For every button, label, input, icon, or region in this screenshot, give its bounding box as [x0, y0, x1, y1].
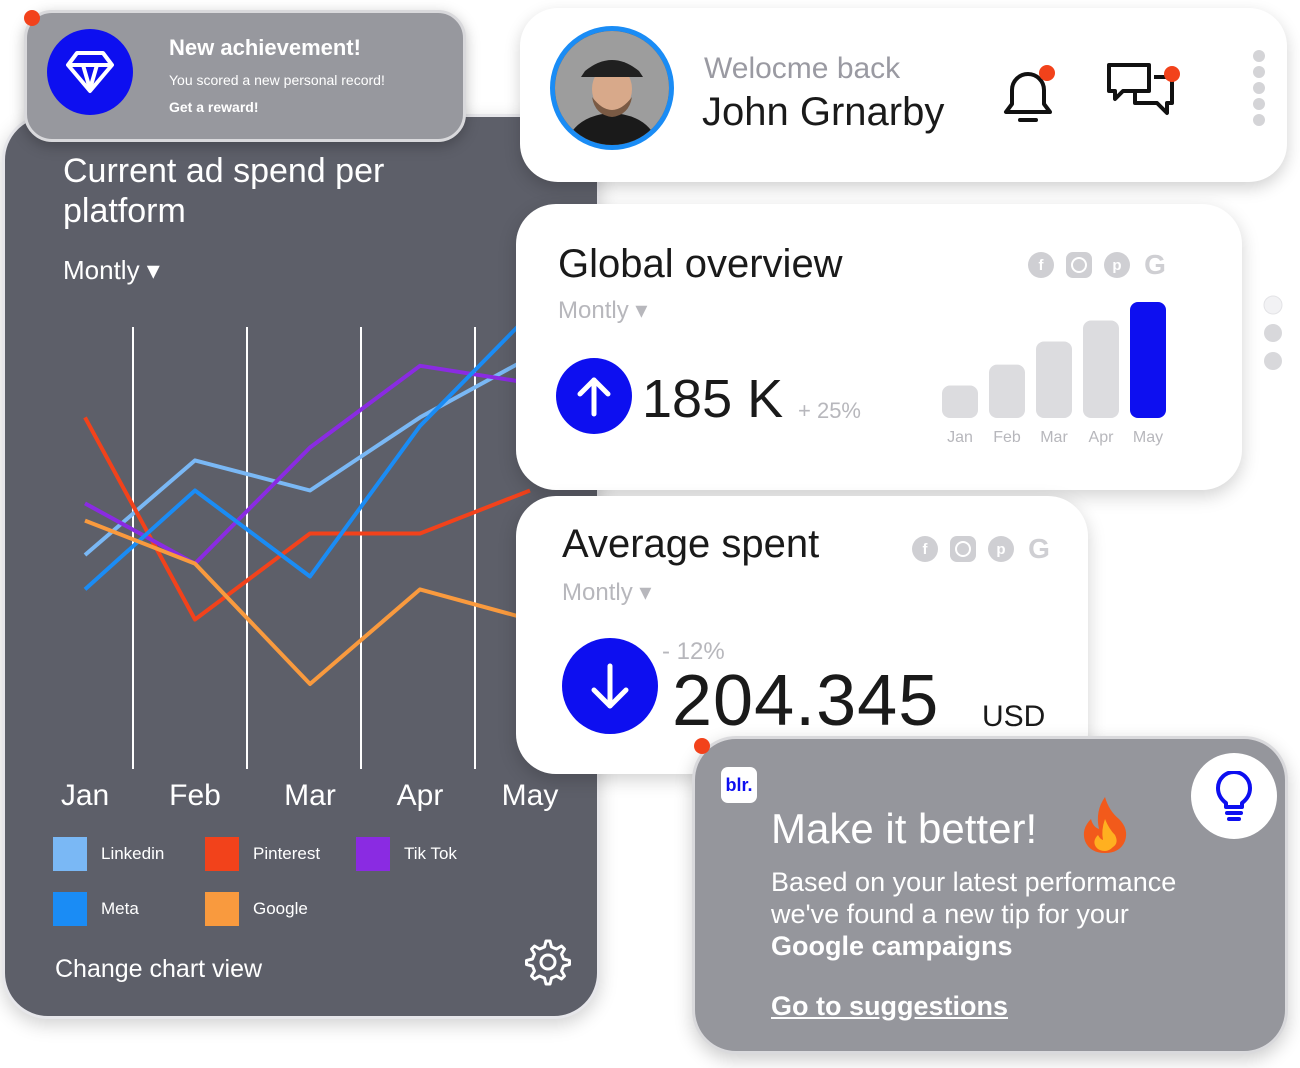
ad-spend-card: Jan Feb Mar Apr May Current ad spend per pla… [2, 114, 600, 1019]
chat-icon[interactable] [1104, 60, 1180, 130]
average-spent-title: Average spent [562, 522, 820, 566]
legend-swatch [53, 837, 87, 871]
notification-dot [694, 738, 710, 754]
bar-label: May [1133, 429, 1163, 446]
x-tick-label: Apr [397, 779, 444, 812]
pinterest-icon[interactable]: p [988, 536, 1014, 562]
bar-label: Apr [1089, 429, 1115, 446]
achievement-toast[interactable]: New achievement! You scored a new person… [24, 10, 466, 142]
user-name: John Grnarby [702, 90, 945, 134]
google-icon[interactable]: G [1028, 533, 1050, 564]
tip-highlight: Google campaigns [771, 931, 1013, 961]
platform-filter: f p G [1028, 249, 1168, 280]
bar-apr [1083, 320, 1119, 418]
legend-item-meta[interactable]: Meta [53, 892, 139, 926]
series-line-pinterest [83, 416, 531, 622]
avatar-portrait [555, 31, 669, 145]
global-period-dropdown[interactable]: Montly ▾ [558, 297, 648, 324]
x-tick-label: Jan [61, 779, 109, 812]
gear-icon[interactable] [519, 935, 573, 989]
tip-description: Based on your latest performance [771, 867, 1177, 897]
achievement-badge [47, 29, 133, 115]
legend-item-tiktok[interactable]: Tik Tok [356, 837, 457, 871]
legend-swatch [356, 837, 390, 871]
chart-title: Current ad spend per platform [63, 152, 385, 230]
average-period-dropdown[interactable]: Montly ▾ [562, 579, 652, 606]
legend-label: Meta [101, 899, 139, 918]
bar-label: Mar [1040, 429, 1068, 446]
bar-mar [1036, 341, 1072, 418]
legend-item-linkedin[interactable]: Linkedin [53, 837, 164, 871]
get-reward-link[interactable]: Get a reward! [169, 99, 259, 115]
arrow-up-icon [577, 377, 611, 417]
x-tick-label: Mar [284, 779, 336, 812]
bar-feb [989, 364, 1025, 418]
bar-label: Jan [947, 429, 973, 446]
tip-card: blr. Make it better! Based on your lates… [692, 736, 1288, 1054]
line-chart: Jan Feb Mar Apr May [61, 312, 559, 812]
google-icon[interactable]: G [1144, 249, 1166, 280]
bar-jan [942, 385, 978, 418]
welcome-text: Welocme back [704, 52, 901, 85]
average-spent-card: Average spent Montly ▾ f p G - 12% 204.3… [516, 496, 1088, 774]
trend-up-indicator [556, 358, 632, 434]
series-line-linkedin [83, 355, 531, 557]
avatar[interactable] [550, 26, 674, 150]
bar-label: Feb [993, 429, 1021, 446]
legend-label: Pinterest [253, 844, 321, 863]
global-change: + 25% [798, 398, 861, 423]
achievement-title: New achievement! [169, 35, 361, 60]
legend-item-google[interactable]: Google [205, 892, 308, 926]
x-tick-label: Feb [169, 779, 221, 812]
change-chart-view-link[interactable]: Change chart view [55, 955, 263, 983]
average-value: 204.345 [672, 661, 940, 741]
series-line-meta [83, 312, 532, 591]
series-line-tik-tok [84, 363, 531, 566]
lightbulb-button[interactable] [1191, 753, 1277, 839]
arrow-down-icon [591, 663, 629, 709]
legend-swatch [205, 837, 239, 871]
diamond-icon [66, 51, 114, 93]
legend-label: Google [253, 899, 308, 918]
fire-icon [1083, 797, 1127, 853]
facebook-icon[interactable]: f [912, 536, 938, 562]
more-options-icon[interactable] [1252, 50, 1266, 130]
tip-description: we've found a new tip for your [771, 899, 1129, 929]
instagram-icon[interactable] [950, 536, 976, 562]
monthly-bar-chart: Jan Feb Mar Apr May [942, 302, 1166, 446]
user-header: Welocme back John Grnarby [520, 8, 1287, 182]
brand-logo: blr. [721, 767, 757, 803]
go-to-suggestions-link[interactable]: Go to suggestions [771, 991, 1009, 1021]
achievement-description: You scored a new personal record! [169, 72, 385, 88]
notification-dot [24, 10, 40, 26]
tip-title: Make it better! [771, 805, 1038, 852]
average-change: - 12% [662, 638, 725, 665]
x-tick-label: May [502, 779, 559, 812]
instagram-icon[interactable] [1066, 252, 1092, 278]
series-line-google [84, 518, 531, 686]
platform-filter: f p G [912, 533, 1052, 564]
bell-icon[interactable] [998, 60, 1058, 130]
average-unit: USD [982, 700, 1046, 733]
legend-swatch [205, 892, 239, 926]
trend-down-indicator [562, 638, 658, 734]
lightbulb-icon [1216, 771, 1252, 821]
facebook-icon[interactable]: f [1028, 252, 1054, 278]
legend-item-pinterest[interactable]: Pinterest [205, 837, 320, 871]
global-value: 185 K [642, 369, 784, 429]
legend-label: Linkedin [101, 844, 165, 863]
global-overview-card: Global overview Montly ▾ f p G 185 K + 2… [516, 204, 1242, 490]
legend-label: Tik Tok [404, 844, 457, 863]
bar-may [1130, 302, 1166, 418]
chart-period-dropdown[interactable]: Montly ▾ [63, 255, 160, 285]
pinterest-icon[interactable]: p [1104, 252, 1130, 278]
global-overview-title: Global overview [558, 242, 843, 286]
legend-swatch [53, 892, 87, 926]
pagination-dots[interactable] [1262, 294, 1286, 378]
